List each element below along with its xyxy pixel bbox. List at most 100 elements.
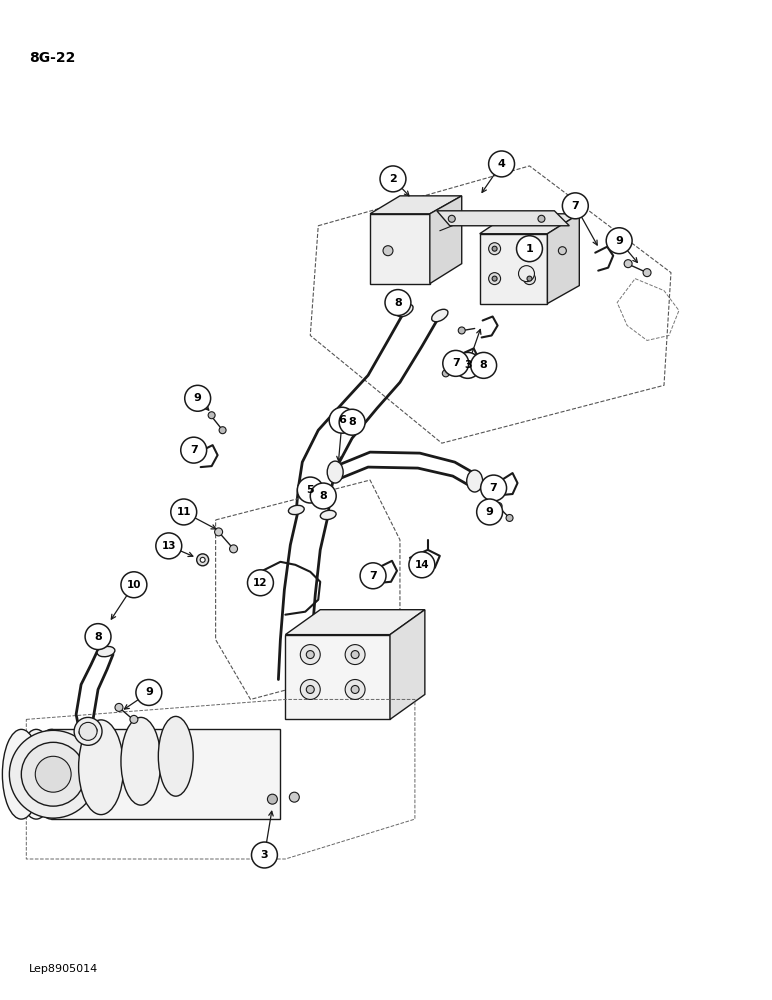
Circle shape	[624, 260, 632, 268]
Text: 3: 3	[261, 850, 268, 860]
Polygon shape	[430, 196, 462, 284]
Circle shape	[130, 715, 138, 723]
Circle shape	[380, 166, 406, 192]
Text: 7: 7	[190, 445, 198, 455]
Circle shape	[171, 499, 197, 525]
Circle shape	[345, 680, 365, 699]
Polygon shape	[286, 610, 425, 635]
Text: 7: 7	[369, 571, 377, 581]
Text: 1: 1	[526, 244, 533, 254]
Text: 14: 14	[415, 560, 429, 570]
Circle shape	[156, 533, 181, 559]
Polygon shape	[479, 234, 547, 304]
Circle shape	[527, 246, 532, 251]
Circle shape	[22, 742, 85, 806]
Text: Lep8905014: Lep8905014	[29, 964, 99, 974]
Text: 12: 12	[253, 578, 268, 588]
Text: 10: 10	[127, 580, 141, 590]
Circle shape	[523, 273, 536, 285]
Ellipse shape	[432, 309, 448, 322]
Circle shape	[300, 680, 320, 699]
Circle shape	[219, 427, 226, 434]
Text: 8: 8	[320, 491, 327, 501]
Text: 9: 9	[145, 687, 153, 697]
Circle shape	[136, 680, 162, 705]
Circle shape	[489, 243, 500, 255]
Text: 4: 4	[498, 159, 506, 169]
Circle shape	[519, 266, 534, 282]
Circle shape	[290, 792, 300, 802]
Circle shape	[558, 247, 567, 255]
Circle shape	[481, 475, 506, 501]
Circle shape	[215, 528, 222, 536]
Circle shape	[267, 794, 277, 804]
Ellipse shape	[121, 717, 161, 805]
Circle shape	[489, 151, 514, 177]
Polygon shape	[370, 214, 430, 284]
Ellipse shape	[2, 729, 40, 819]
Text: 11: 11	[177, 507, 191, 517]
Circle shape	[527, 276, 532, 281]
Circle shape	[455, 352, 481, 378]
Text: 13: 13	[161, 541, 176, 551]
Polygon shape	[390, 610, 425, 719]
Circle shape	[300, 645, 320, 665]
Text: 7: 7	[571, 201, 579, 211]
Circle shape	[339, 409, 365, 435]
Ellipse shape	[80, 726, 97, 737]
Circle shape	[385, 290, 411, 316]
Circle shape	[449, 215, 455, 222]
Circle shape	[495, 502, 502, 509]
Ellipse shape	[327, 461, 344, 483]
Ellipse shape	[158, 716, 193, 796]
Text: 5: 5	[306, 485, 314, 495]
Circle shape	[121, 572, 147, 598]
Circle shape	[562, 193, 588, 219]
Circle shape	[115, 703, 123, 711]
Polygon shape	[547, 214, 579, 304]
Circle shape	[181, 437, 207, 463]
Circle shape	[297, 477, 323, 503]
Circle shape	[200, 557, 205, 562]
Circle shape	[492, 276, 497, 281]
Circle shape	[360, 563, 386, 589]
Circle shape	[351, 685, 359, 693]
Polygon shape	[479, 214, 579, 234]
Circle shape	[197, 554, 208, 566]
Text: 8: 8	[348, 417, 356, 427]
Circle shape	[345, 645, 365, 665]
Text: 9: 9	[486, 507, 493, 517]
Circle shape	[489, 273, 500, 285]
Circle shape	[442, 370, 449, 377]
Circle shape	[492, 246, 497, 251]
Text: 9: 9	[194, 393, 201, 403]
Polygon shape	[437, 211, 569, 226]
Ellipse shape	[320, 510, 336, 520]
Circle shape	[185, 385, 211, 411]
Circle shape	[351, 651, 359, 659]
Circle shape	[310, 483, 336, 509]
Circle shape	[329, 407, 355, 433]
Polygon shape	[286, 635, 390, 719]
Circle shape	[409, 552, 435, 578]
Text: 8G-22: 8G-22	[29, 51, 76, 65]
Polygon shape	[51, 729, 280, 819]
Ellipse shape	[79, 722, 97, 740]
Ellipse shape	[17, 729, 55, 819]
Circle shape	[248, 570, 273, 596]
Text: 2: 2	[389, 174, 397, 184]
Ellipse shape	[397, 304, 413, 317]
Text: 7: 7	[452, 358, 459, 368]
Text: 8: 8	[394, 298, 402, 308]
Circle shape	[471, 352, 496, 378]
Circle shape	[306, 651, 314, 659]
Circle shape	[476, 499, 503, 525]
Circle shape	[383, 246, 393, 256]
Text: 6: 6	[338, 415, 346, 425]
Ellipse shape	[79, 720, 124, 815]
Text: 7: 7	[489, 483, 497, 493]
Text: 3: 3	[464, 360, 472, 370]
Text: 8: 8	[94, 632, 102, 642]
Circle shape	[506, 514, 513, 521]
Circle shape	[36, 756, 71, 792]
